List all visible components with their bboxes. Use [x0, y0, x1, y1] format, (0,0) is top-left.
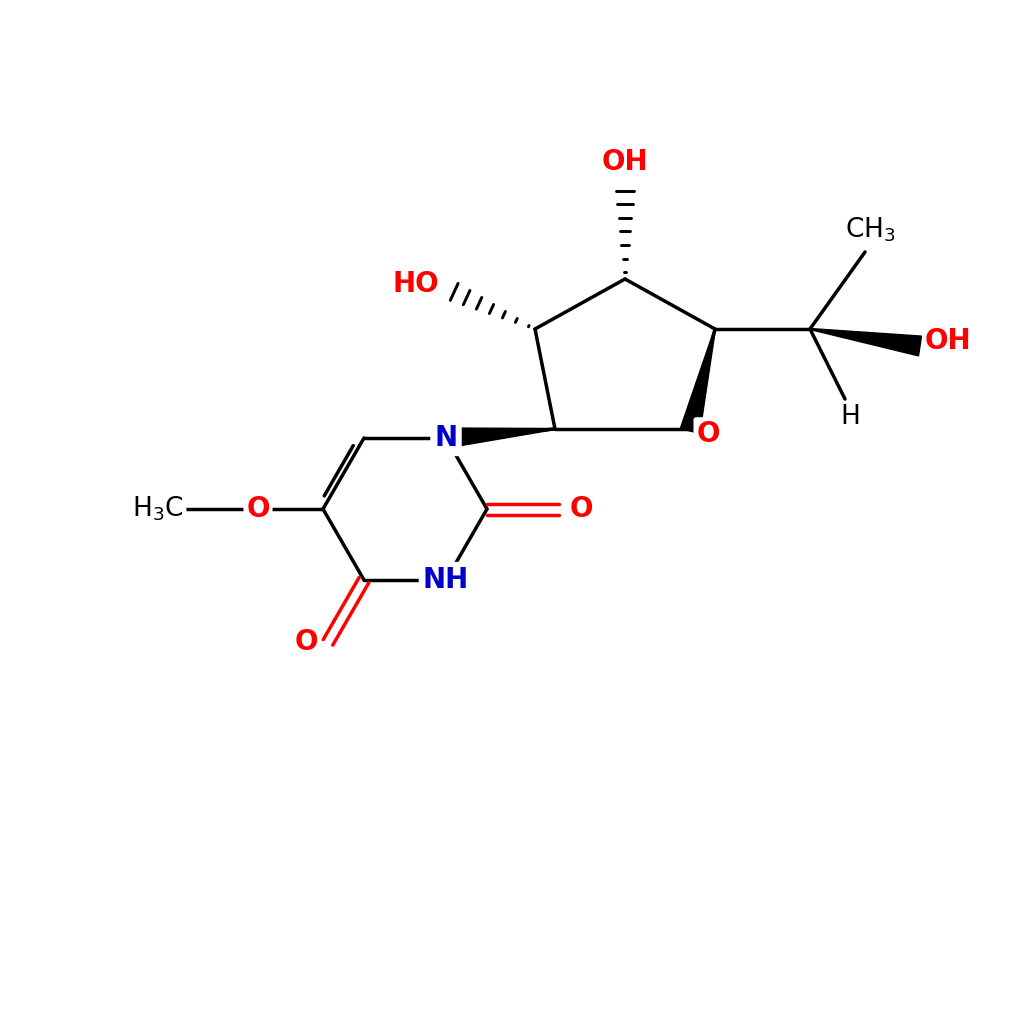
Text: NH: NH	[423, 568, 469, 596]
Text: CH$_3$: CH$_3$	[845, 216, 895, 245]
Polygon shape	[680, 329, 716, 433]
Text: N: N	[434, 424, 458, 452]
Text: O: O	[696, 420, 720, 449]
Text: OH: OH	[925, 327, 972, 355]
Text: NH: NH	[423, 566, 469, 594]
Text: N: N	[434, 568, 458, 596]
Text: H: H	[840, 404, 860, 430]
Text: OH: OH	[602, 148, 648, 176]
Polygon shape	[445, 428, 555, 447]
Text: HO: HO	[392, 270, 439, 298]
Polygon shape	[810, 329, 922, 356]
Text: O: O	[246, 495, 269, 523]
Text: H$_3$C: H$_3$C	[132, 495, 183, 523]
Text: N: N	[434, 424, 458, 452]
Text: O: O	[294, 629, 317, 656]
Text: O: O	[569, 495, 593, 523]
